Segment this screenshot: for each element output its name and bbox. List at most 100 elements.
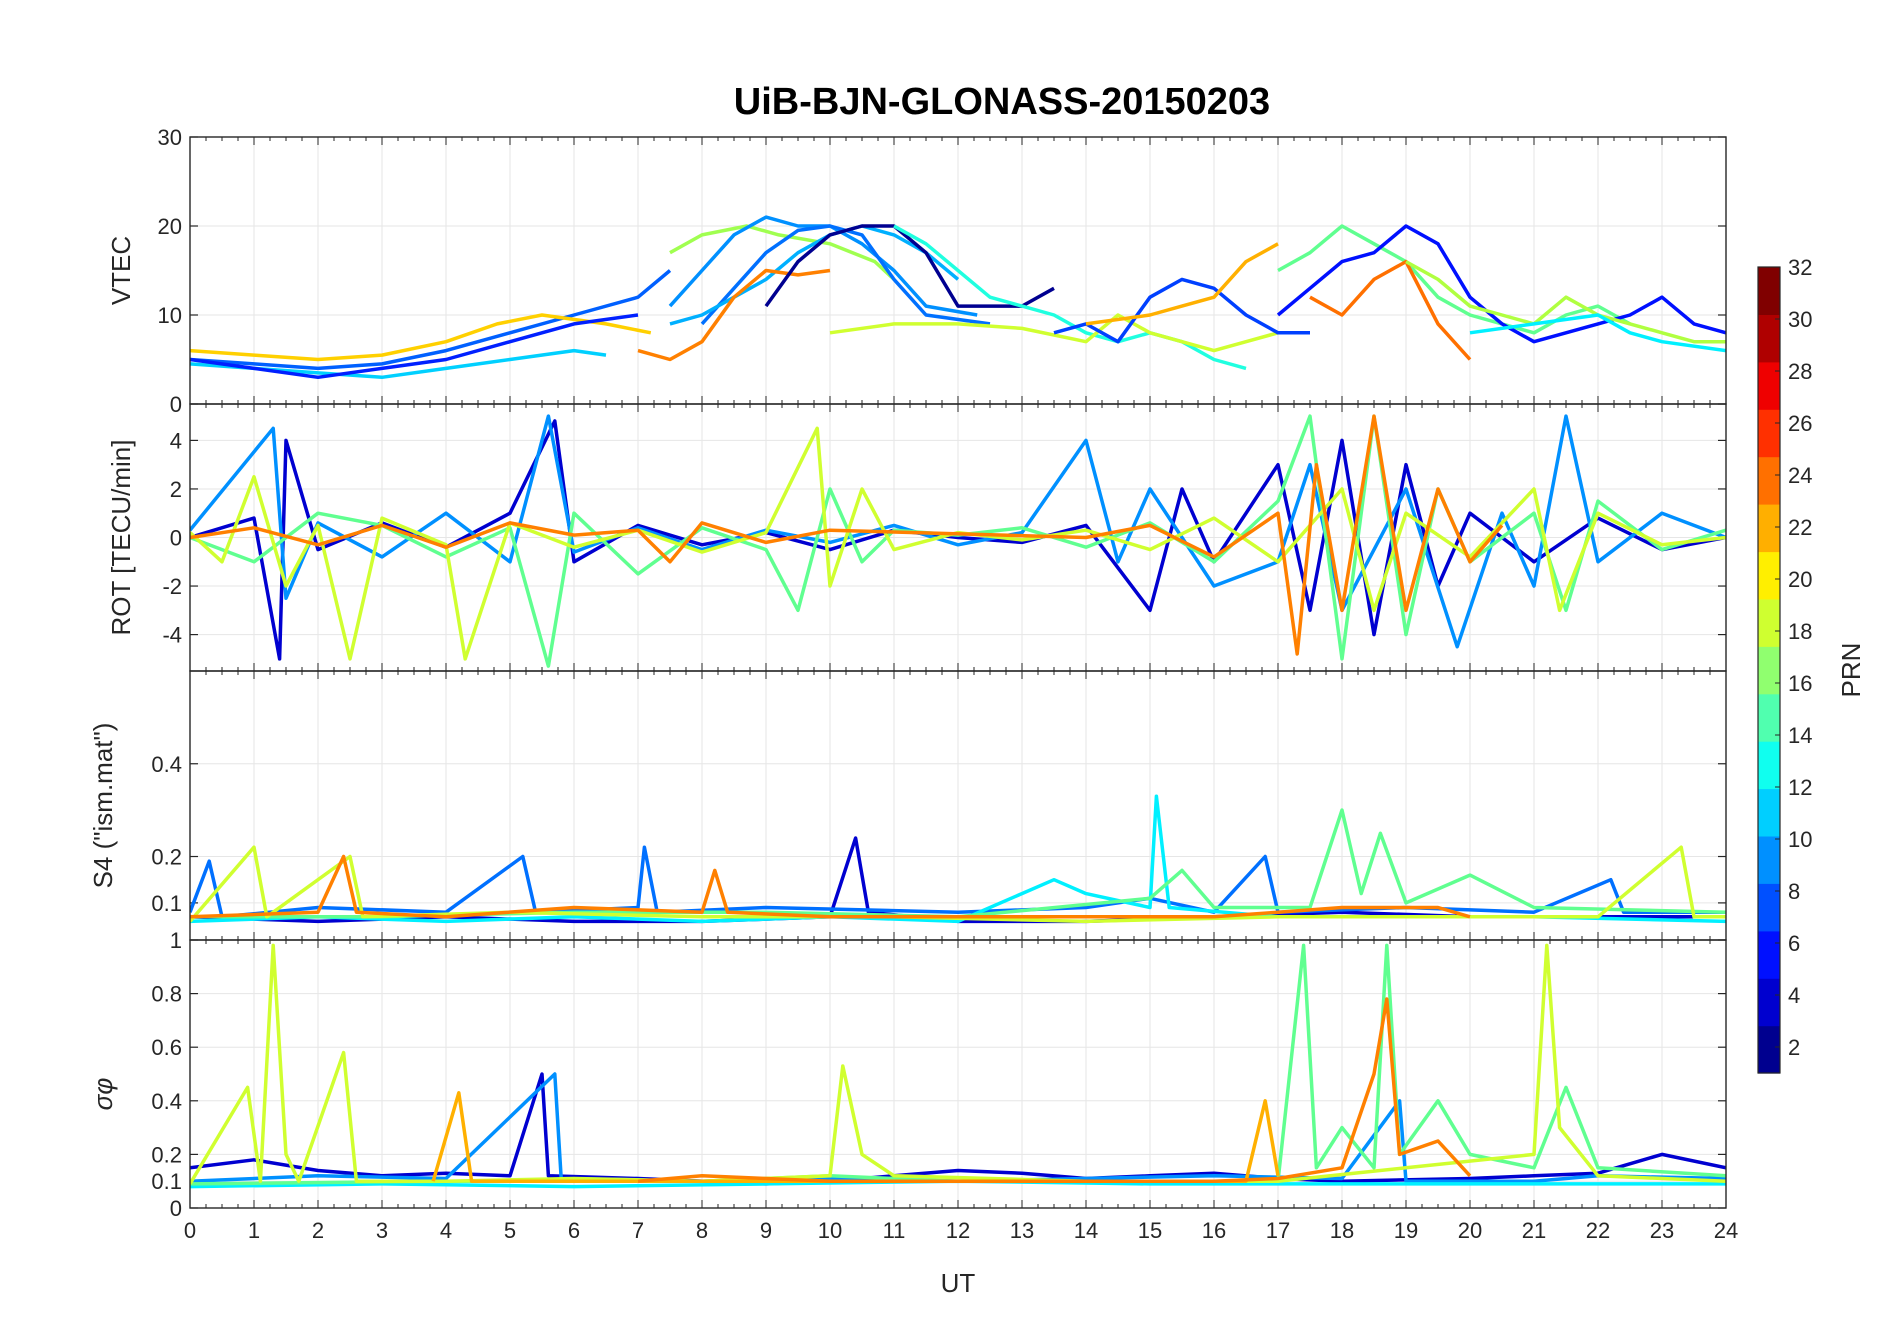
series-group [190, 215, 1726, 380]
y-tick-label: 20 [158, 214, 182, 239]
colorbar-segment [1758, 504, 1780, 553]
colorbar-tick-label: 26 [1788, 411, 1812, 436]
x-tick-label: 0 [184, 1218, 196, 1243]
series-line-prn-19 [190, 943, 1726, 1185]
colorbar-segment [1758, 978, 1780, 1027]
colorbar-tick-label: 28 [1788, 359, 1812, 384]
series-line-prn-11 [669, 224, 960, 326]
series-line-prn-7 [190, 269, 672, 371]
series-line-prn-5 [190, 313, 639, 380]
colorbar-tick-label: 8 [1788, 879, 1800, 904]
x-tick-label: 2 [312, 1218, 324, 1243]
x-tick-label: 11 [883, 1218, 906, 1243]
y-tick-label: 1 [170, 928, 182, 953]
y-tick-label: 0 [170, 526, 182, 551]
y-axis-label: ROT [TECU/min] [106, 440, 136, 636]
series-line-prn-23 [190, 414, 1504, 656]
colorbar-tick-label: 32 [1788, 255, 1812, 280]
colorbar-segment [1758, 409, 1780, 458]
y-tick-label: 0 [170, 1196, 182, 1221]
y-tick-label: 0.6 [151, 1035, 182, 1060]
colorbar-segment [1758, 1025, 1780, 1074]
x-tick-label: 15 [1138, 1218, 1162, 1243]
colorbar-tick-label: 24 [1788, 463, 1812, 488]
series-group [190, 794, 1726, 924]
colorbar-segment [1758, 551, 1780, 600]
series-line-prn-18 [1405, 260, 1726, 344]
series-line-prn-8 [190, 845, 1726, 919]
colorbar-tick-label: 6 [1788, 931, 1800, 956]
series-line-prn-14 [893, 224, 1247, 371]
series-line-prn-19 [190, 426, 1726, 661]
x-tick-label: 9 [760, 1218, 772, 1243]
y-tick-label: 0.2 [151, 1142, 182, 1167]
y-tick-label: 0.8 [151, 982, 182, 1007]
panel-s4: 0.1 0.2 0.4 S4 ("ism.mat") [88, 670, 1727, 941]
y-tick-label: 30 [158, 125, 182, 150]
panel-sigma: 00.10.2 0.4 0.6 0.8 1 σφ [88, 928, 1727, 1221]
colorbar-tick-label: 4 [1788, 983, 1800, 1008]
x-tick-label: 24 [1714, 1218, 1738, 1243]
y-tick-label: 0.1 [151, 1169, 182, 1194]
x-tick-label: 18 [1330, 1218, 1354, 1243]
series-group [190, 414, 1726, 668]
x-tick-label: 1 [248, 1218, 260, 1243]
y-axis-label: VTEC [106, 236, 136, 305]
y-axis-label: σφ [88, 1078, 118, 1111]
y-tick-label: 0.4 [151, 1089, 182, 1114]
x-tick-label: 17 [1266, 1218, 1290, 1243]
colorbar-tick-label: 16 [1788, 671, 1812, 696]
series-line-prn-9 [190, 414, 1726, 649]
panel-rot: -4 -2 0 2 4 ROT [TECU/min] [106, 403, 1727, 672]
colorbar-segment [1758, 693, 1780, 742]
series-line-prn-17 [669, 224, 896, 281]
x-tick-label: 8 [696, 1218, 708, 1243]
x-tick-label: 6 [568, 1218, 580, 1243]
x-tick-label: 12 [946, 1218, 970, 1243]
x-tick-label: 22 [1586, 1218, 1610, 1243]
colorbar-segment [1758, 361, 1780, 410]
series-line-prn-16 [1277, 224, 1631, 335]
colorbar-tick-label: 20 [1788, 567, 1812, 592]
colorbar-segment [1758, 835, 1780, 884]
colorbar-segment [1758, 883, 1780, 932]
y-tick-label: -4 [162, 623, 182, 648]
y-tick-label: 0.4 [151, 752, 182, 777]
x-tick-label: 14 [1074, 1218, 1098, 1243]
colorbar-tick-label: 30 [1788, 307, 1812, 332]
colorbar-segment [1758, 646, 1780, 695]
x-axis-label: UT [941, 1268, 976, 1298]
x-tick-label: 3 [376, 1218, 388, 1243]
colorbar-segment [1758, 741, 1780, 790]
y-tick-label: 0.2 [151, 845, 182, 870]
colorbar-tick-label: 14 [1788, 723, 1812, 748]
series-line-prn-23 [637, 268, 831, 362]
y-tick-label: 0 [170, 392, 182, 417]
series-line-prn-23 [637, 997, 1472, 1183]
series-line-prn-13 [1469, 313, 1726, 353]
series-group [190, 943, 1726, 1189]
x-tick-label: 13 [1010, 1218, 1034, 1243]
colorbar-tick-label: 12 [1788, 775, 1812, 800]
series-line-prn-4 [1276, 224, 1726, 344]
colorbar-segment [1758, 456, 1780, 505]
series-line-prn-24 [1309, 259, 1472, 361]
x-tick-label: 23 [1650, 1218, 1674, 1243]
x-tick-label: 21 [1522, 1218, 1546, 1243]
x-tick-label: 7 [632, 1218, 644, 1243]
panel-vtec: 0 10 20 30 VTEC [106, 125, 1727, 417]
colorbar-segment [1758, 598, 1780, 647]
x-tick-label: 5 [504, 1218, 516, 1243]
colorbar-tick-label: 18 [1788, 619, 1812, 644]
chart-title: UiB-BJN-GLONASS-20150203 [734, 81, 1270, 123]
x-tick-label: 19 [1394, 1218, 1418, 1243]
series-line-prn-22 [1085, 242, 1279, 326]
x-tick-label: 20 [1458, 1218, 1482, 1243]
colorbar-segment [1758, 267, 1780, 315]
colorbar-frame [1757, 266, 1781, 1074]
colorbar-segment [1758, 930, 1780, 979]
axes-box [189, 939, 1727, 1209]
colorbar-tick-label: 2 [1788, 1035, 1800, 1060]
